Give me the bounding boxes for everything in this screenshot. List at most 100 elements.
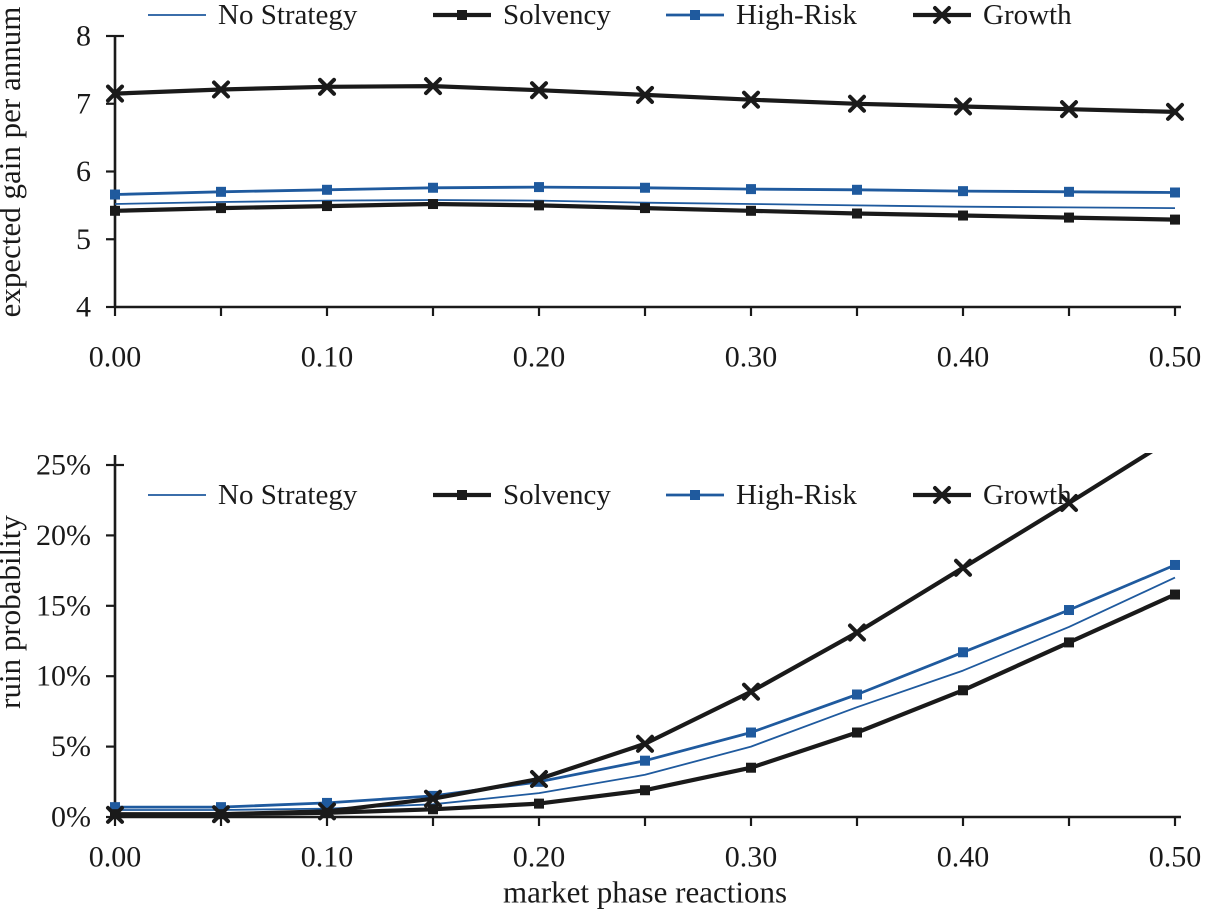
solvency-square-marker <box>958 210 968 221</box>
growth-x-marker <box>106 805 124 824</box>
legend-growth-x-marker <box>933 6 951 24</box>
high-risk-square-marker <box>640 182 650 193</box>
x-tick-label: 0.30 <box>725 341 778 374</box>
high-risk-square-marker <box>216 802 226 813</box>
high-risk-square-marker <box>322 184 332 195</box>
growth-x-marker <box>954 97 972 116</box>
legend-label: High-Risk <box>736 479 857 511</box>
series-solvency <box>110 589 1180 820</box>
series-no-strategy <box>115 576 1176 811</box>
series-solvency <box>110 199 1180 225</box>
series-line-solvency <box>115 592 1176 817</box>
y-tick-label: 15% <box>36 589 91 622</box>
growth-x-marker <box>318 77 336 96</box>
high-risk-square-marker <box>746 727 756 738</box>
x-tick-label: 0.00 <box>89 841 142 874</box>
high-risk-square-marker <box>1170 559 1180 570</box>
growth-x-marker <box>636 85 654 104</box>
high-risk-square-marker <box>1064 605 1074 616</box>
high-risk-square-marker <box>958 186 968 197</box>
y-tick-label: 10% <box>36 660 91 693</box>
legend-label: High-Risk <box>736 0 857 31</box>
growth-x-marker <box>212 805 230 824</box>
series-no-strategy <box>114 199 1176 209</box>
solvency-square-marker <box>110 205 120 216</box>
growth-x-marker <box>1168 430 1182 444</box>
high-risk-square-marker <box>110 189 120 200</box>
solvency-square-marker <box>428 804 438 815</box>
plot-area <box>106 77 1184 225</box>
ruin-probability-chart: No Strategy Solvency High-Risk Growth 0% 5% 10… <box>0 430 1202 910</box>
solvency-square-marker <box>1170 214 1180 225</box>
solvency-square-marker <box>534 200 544 211</box>
growth-x-marker <box>1060 100 1078 119</box>
solvency-square-marker <box>640 203 650 214</box>
legend-item-high-risk: High-Risk <box>666 479 857 511</box>
series-growth <box>106 430 1182 824</box>
legend-growth-x-marker <box>933 486 951 504</box>
growth-x-marker <box>1060 494 1078 513</box>
high-risk-square-marker <box>1170 187 1180 198</box>
growth-x-marker <box>106 84 124 103</box>
solvency-square-marker <box>640 785 650 796</box>
high-risk-square-marker <box>216 186 226 197</box>
legend: No Strategy Solvency High-Risk Growth <box>148 479 1072 511</box>
x-tick-label: 0.10 <box>301 841 354 874</box>
growth-x-marker <box>424 789 442 808</box>
growth-x-marker <box>212 80 230 99</box>
high-risk-square-marker <box>322 797 332 808</box>
legend-high-risk-square-marker <box>690 10 700 20</box>
solvency-square-marker <box>852 208 862 219</box>
legend-label: Solvency <box>503 479 611 511</box>
high-risk-square-marker <box>534 182 544 193</box>
growth-x-marker <box>848 623 866 642</box>
y-axis-title: ruin probability <box>0 515 27 709</box>
legend-high-risk-square-marker <box>690 490 700 500</box>
solvency-square-marker <box>428 199 438 210</box>
y-axis-title: expected gain per annum <box>0 7 27 318</box>
y-tick-label: 7 <box>76 87 91 120</box>
high-risk-square-marker <box>746 184 756 195</box>
high-risk-square-marker <box>852 184 862 195</box>
legend-label: No Strategy <box>218 479 358 511</box>
growth-x-marker <box>848 94 866 113</box>
legend-label: No Strategy <box>218 0 358 31</box>
growth-x-marker <box>530 81 548 100</box>
solvency-square-marker <box>1064 212 1074 223</box>
series-line-growth <box>114 84 1176 114</box>
series-line-high-risk <box>115 563 1176 809</box>
series-growth <box>106 77 1184 121</box>
y-tick-label: 5 <box>76 223 91 256</box>
y-ticks: 4 5 6 7 8 <box>76 20 115 324</box>
legend-label: Growth <box>983 0 1072 31</box>
legend-solvency-square-marker <box>457 10 467 20</box>
x-tick-label: 0.00 <box>89 341 142 374</box>
x-ticks: 0.00 0.10 0.20 0.30 0.40 0.50 <box>89 307 1201 374</box>
y-tick-label: 25% <box>36 449 91 482</box>
x-tick-label: 0.50 <box>1149 841 1202 874</box>
x-tick-label: 0.30 <box>725 841 778 874</box>
solvency-square-marker <box>746 762 756 773</box>
solvency-square-marker <box>1170 589 1180 600</box>
y-ticks: 0% 5% 10% 15% 20% 25% <box>36 449 115 834</box>
legend: No Strategy Solvency High-Risk Growth <box>148 0 1072 31</box>
high-risk-square-marker <box>428 182 438 193</box>
x-tick-label: 0.40 <box>937 341 990 374</box>
high-risk-square-marker <box>852 689 862 700</box>
high-risk-square-marker <box>1064 186 1074 197</box>
x-tick-label: 0.10 <box>301 341 354 374</box>
growth-x-marker <box>636 734 654 753</box>
plot-area <box>106 430 1182 824</box>
y-tick-label: 20% <box>36 519 91 552</box>
growth-x-marker <box>954 558 972 577</box>
legend-item-growth: Growth <box>913 0 1072 31</box>
legend-label: Solvency <box>503 0 611 31</box>
expected-gain-chart: No Strategy Solvency High-Risk Growth 4 5 6 7 8 0… <box>0 0 1201 374</box>
legend-item-growth: Growth <box>913 479 1072 511</box>
series-high-risk <box>110 182 1180 200</box>
high-risk-square-marker <box>110 802 120 813</box>
x-tick-label: 0.40 <box>937 841 990 874</box>
axes <box>113 34 1181 309</box>
legend-item-high-risk: High-Risk <box>666 0 857 31</box>
